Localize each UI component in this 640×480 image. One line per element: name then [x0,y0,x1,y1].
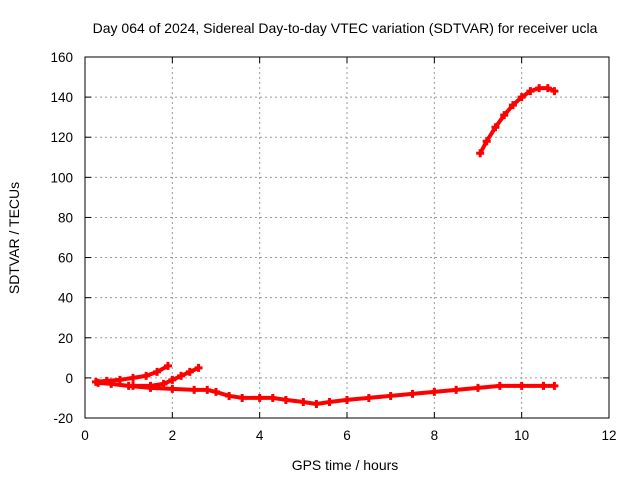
tick-layer [84,56,610,419]
x-tick-label: 12 [601,428,616,443]
data-point [129,373,138,382]
data-point [163,361,172,370]
data-point [194,363,203,372]
data-point [535,84,544,93]
y-tick-label: 60 [58,251,73,266]
data-point [526,87,535,96]
y-tick-label: 100 [50,170,73,185]
data-point [452,385,461,394]
data-point [185,367,194,376]
data-point [238,393,247,402]
data-point [495,381,504,390]
data-point [325,397,334,406]
data-point [408,389,417,398]
data-point [539,381,548,390]
data-point [124,381,133,390]
data-point [107,379,116,388]
data-point [255,393,264,402]
data-point [386,391,395,400]
x-tick-label: 10 [514,428,529,443]
series-track-lower-main [94,378,559,408]
data-point [474,383,482,392]
data-point [168,375,177,384]
data-point [153,367,162,376]
data-point [543,84,552,93]
series-layer [91,84,559,408]
data-point [550,381,559,390]
data-point [190,385,199,394]
y-tick-label: 80 [58,210,73,225]
y-tick-label: 160 [50,50,73,65]
y-tick-label: -20 [53,411,73,426]
data-point [312,399,321,408]
data-point [142,371,151,380]
grid-layer [85,57,609,418]
data-point [508,101,517,110]
data-point [203,385,212,394]
data-point [476,149,485,158]
x-axis-label: GPS time / hours [292,457,399,473]
y-tick-label: 20 [58,331,73,346]
y-tick-label: 40 [58,291,73,306]
data-point [364,393,373,402]
y-axis-label: SDTVAR / TECUs [6,182,22,294]
x-tick-label: 0 [81,428,89,443]
data-point [550,87,559,96]
data-point [146,383,155,392]
y-tick-label: 120 [50,130,73,145]
data-point [500,111,509,120]
data-point [115,375,124,384]
data-point [212,387,220,396]
data-point [177,371,186,380]
data-point [343,395,351,404]
y-tick-label: 140 [50,90,73,105]
x-tick-label: 8 [431,428,439,443]
x-tick-label: 2 [169,428,177,443]
data-point [299,397,308,406]
x-tick-label: 6 [343,428,351,443]
data-point [168,384,177,393]
data-point [491,123,500,132]
data-point [517,93,526,102]
series-track-upper-left [91,361,172,386]
series-track-high [476,84,559,158]
chart-title: Day 064 of 2024, Sidereal Day-to-day VTE… [93,20,598,36]
data-point [281,395,290,404]
data-point [482,137,491,146]
data-point [430,387,439,396]
tick-label-layer: 0 2 4 6 8 10 12 -20 0 20 40 60 80 100 120 140 160 [50,50,616,443]
y-tick-label: 0 [65,371,73,386]
series-line [478,86,557,156]
data-point [517,381,526,390]
data-point [225,391,234,400]
data-point [268,393,277,402]
x-tick-label: 4 [256,428,264,443]
data-point [94,378,103,387]
